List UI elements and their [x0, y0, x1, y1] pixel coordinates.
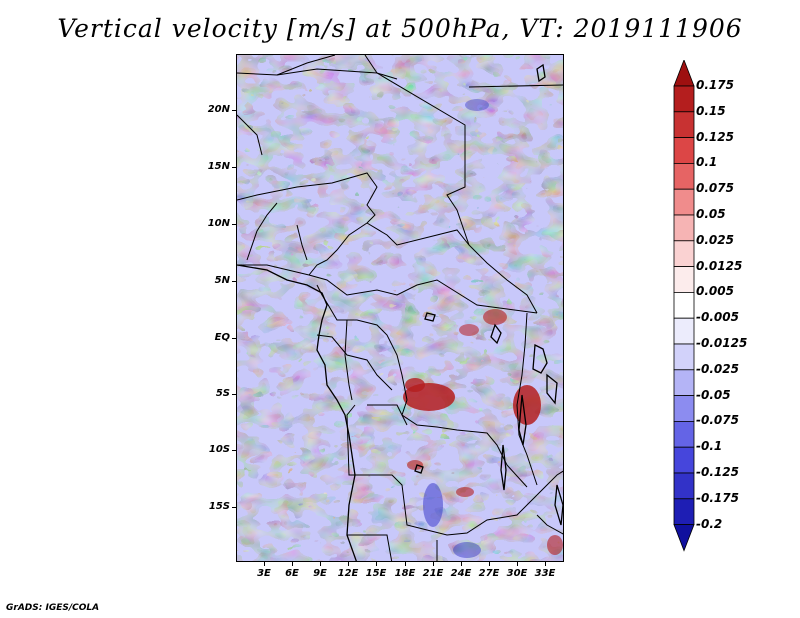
country-borders	[237, 55, 563, 561]
colorbar-level-label: -0.075	[696, 413, 739, 428]
colorbar-level-label: 0.075	[696, 181, 734, 196]
lat-tick-label: 15S	[208, 501, 230, 512]
colorbar-segment	[673, 291, 695, 319]
lat-tick-mark	[232, 450, 237, 451]
lon-tick-mark	[545, 561, 546, 566]
lon-tick-label: 33E	[534, 568, 556, 579]
colorbar-level-label: 0.125	[696, 129, 734, 144]
colorbar-segment	[673, 85, 695, 113]
lon-tick-label: 24E	[450, 568, 472, 579]
coastlines-and-lakes	[237, 63, 563, 561]
lon-tick-mark	[489, 561, 490, 566]
colorbar-level-label: 0.1	[696, 155, 718, 170]
colorbar-segment	[673, 369, 695, 396]
colorbar-segment	[673, 240, 695, 268]
lon-tick-label: 12E	[337, 568, 359, 579]
vertical-velocity-field	[237, 55, 563, 561]
colorbar-segment	[673, 137, 695, 164]
lon-tick-mark	[264, 561, 265, 566]
lon-tick-label: 27E	[478, 568, 500, 579]
lon-tick-mark	[348, 561, 349, 566]
colorbar-segment	[673, 60, 695, 87]
colorbar-segment	[673, 420, 695, 448]
lat-tick-mark	[232, 167, 237, 168]
lat-tick-label: 10S	[208, 444, 230, 455]
colorbar-level-label: 0.0125	[696, 258, 743, 273]
map-panel	[236, 54, 564, 562]
colorbar-level-label: -0.025	[696, 361, 739, 376]
lon-tick-label: 18E	[394, 568, 416, 579]
lon-tick-label: 21E	[422, 568, 444, 579]
colorbar-level-label: 0.05	[696, 207, 726, 221]
lon-tick-mark	[376, 561, 377, 566]
lon-tick-label: 15E	[365, 568, 387, 579]
colorbar-level-label: 0.175	[696, 78, 734, 92]
lat-tick-mark	[232, 224, 237, 225]
colorbar-level-label: -0.05	[696, 387, 731, 402]
lon-tick-mark	[320, 561, 321, 566]
lat-tick-mark	[232, 338, 237, 339]
lat-tick-mark	[232, 110, 237, 111]
lat-tick-label: 5S	[215, 388, 230, 399]
colorbar-segment	[673, 498, 695, 525]
colorbar-segment	[673, 343, 695, 371]
lon-tick-mark	[461, 561, 462, 566]
lon-tick-mark	[292, 561, 293, 566]
lat-tick-mark	[232, 281, 237, 282]
lat-tick-label: 15N	[207, 161, 230, 172]
colorbar-segment	[673, 111, 695, 138]
colorbar-segment	[673, 472, 695, 500]
strong-downdraft-cores	[423, 99, 489, 558]
colorbar-segment	[673, 395, 695, 422]
colorbar-level-label: -0.0125	[696, 336, 748, 350]
footer-credit: GrADS: IGES/COLA	[6, 603, 100, 613]
colorbar-level-label: -0.125	[696, 465, 739, 479]
lon-tick-mark	[517, 561, 518, 566]
lat-tick-mark	[232, 507, 237, 508]
lat-tick-label: 10N	[207, 218, 230, 229]
lat-tick-label: 5N	[214, 275, 230, 286]
near-zero-field	[237, 55, 563, 561]
colorbar-segment	[673, 214, 695, 242]
map-title: Vertical velocity [m/s] at 500hPa, VT: 2…	[57, 14, 743, 43]
colorbar-level-label: -0.175	[696, 490, 739, 505]
colorbar-segment	[673, 317, 695, 345]
lon-tick-label: 9E	[313, 568, 327, 579]
lon-tick-label: 3E	[257, 568, 271, 579]
colorbar-level-label: -0.005	[696, 310, 739, 325]
colorbar	[673, 60, 695, 552]
lon-tick-label: 30E	[506, 568, 528, 579]
lon-tick-mark	[433, 561, 434, 566]
colorbar-level-label: 0.025	[696, 232, 734, 247]
colorbar-level-label: -0.2	[696, 516, 723, 531]
lat-tick-label: 20N	[207, 104, 230, 115]
lon-tick-label: 6E	[285, 568, 299, 579]
colorbar-segment	[673, 446, 695, 474]
lat-tick-label: EQ	[214, 332, 230, 343]
colorbar-level-label: 0.15	[696, 103, 726, 118]
colorbar-segment	[673, 524, 695, 552]
colorbar-level-label: 0.005	[696, 284, 734, 299]
colorbar-segment	[673, 266, 695, 293]
lat-tick-mark	[232, 394, 237, 395]
colorbar-segment	[673, 188, 695, 216]
lon-tick-mark	[405, 561, 406, 566]
colorbar-segment	[673, 163, 695, 190]
colorbar-level-label: -0.1	[696, 439, 723, 454]
